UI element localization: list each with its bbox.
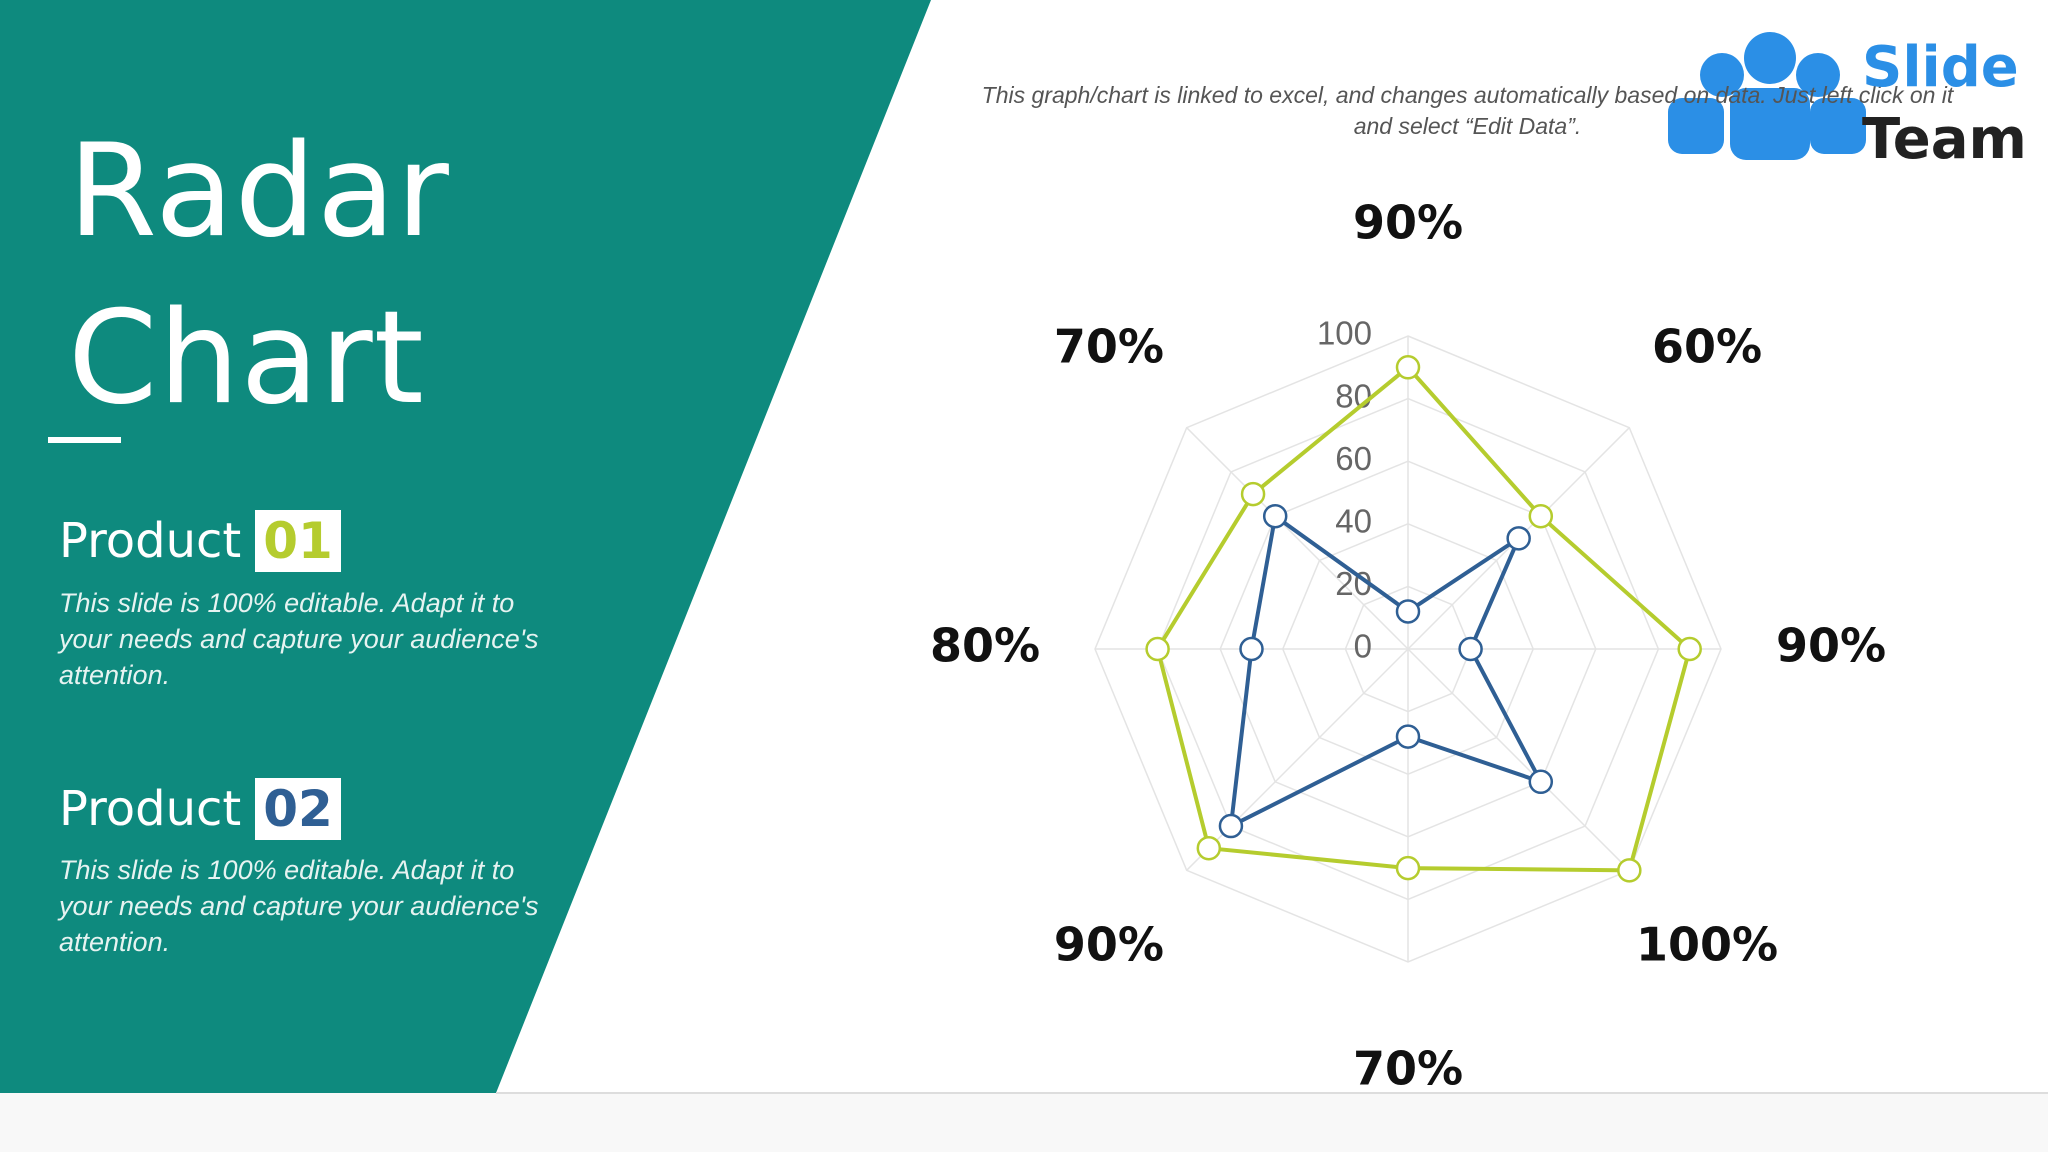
- category-label: 70%: [1054, 319, 1164, 373]
- title-line: Chart: [68, 284, 425, 433]
- y-tick-label: 60: [1335, 440, 1372, 477]
- data-point: [1506, 526, 1531, 551]
- category-label: 90%: [1054, 918, 1164, 972]
- category-label: 60%: [1652, 319, 1762, 373]
- data-point: [1395, 724, 1421, 749]
- y-tick-label: 100: [1317, 315, 1372, 352]
- panel-background: [0, 0, 931, 1093]
- data-point: [1262, 503, 1288, 529]
- logo-text: Team: [1862, 107, 2027, 172]
- data-point: [1528, 769, 1554, 795]
- legend-entry: Product 02: [59, 778, 341, 840]
- legend-label: Product: [59, 513, 242, 569]
- y-tick-label: 0: [1354, 628, 1372, 665]
- legend-label: Product: [59, 781, 242, 837]
- category-label: 90%: [1776, 619, 1886, 673]
- logo-text: Slide: [1862, 35, 2019, 100]
- grid-ring: [1094, 335, 1722, 963]
- data-point: [1218, 813, 1244, 839]
- data-point: [1145, 636, 1170, 662]
- y-tick-label: 80: [1335, 377, 1372, 414]
- category-label: 70%: [1353, 1042, 1463, 1096]
- grid-ring: [1219, 460, 1597, 838]
- category-label: 90%: [1353, 196, 1463, 250]
- title-underline: [48, 437, 121, 443]
- chart-note: This graph/chart is linked to excel, and…: [981, 82, 1954, 139]
- grid-ring: [1281, 522, 1535, 776]
- data-point: [1458, 636, 1483, 662]
- data-point: [1240, 481, 1266, 507]
- description: This slide is 100% editable. Adapt it to…: [59, 855, 539, 957]
- description: This slide is 100% editable. Adapt it to…: [59, 588, 539, 690]
- data-point: [1617, 858, 1642, 883]
- legend-entry: Product 01: [59, 510, 341, 572]
- data-point: [1395, 599, 1421, 624]
- legend-key: 02: [255, 778, 341, 840]
- legend-key: 01: [255, 510, 341, 572]
- data-point: [1395, 355, 1421, 380]
- grid-ring: [1344, 585, 1472, 713]
- category-label: 80%: [930, 619, 1040, 673]
- series-line: [1155, 364, 1692, 873]
- data-point: [1677, 636, 1702, 662]
- data-point: [1239, 636, 1264, 662]
- category-label: 100%: [1636, 918, 1778, 972]
- data-point: [1196, 835, 1222, 861]
- title-line: Radar: [68, 117, 450, 266]
- logo-icon: [1668, 32, 1866, 160]
- grid-ring: [1156, 397, 1660, 901]
- footer-strip: [0, 1093, 2048, 1152]
- data-point: [1528, 503, 1554, 529]
- spoke: [1186, 427, 1409, 650]
- y-tick-label: 40: [1335, 503, 1372, 540]
- data-point: [1395, 855, 1421, 881]
- spoke: [1407, 648, 1630, 871]
